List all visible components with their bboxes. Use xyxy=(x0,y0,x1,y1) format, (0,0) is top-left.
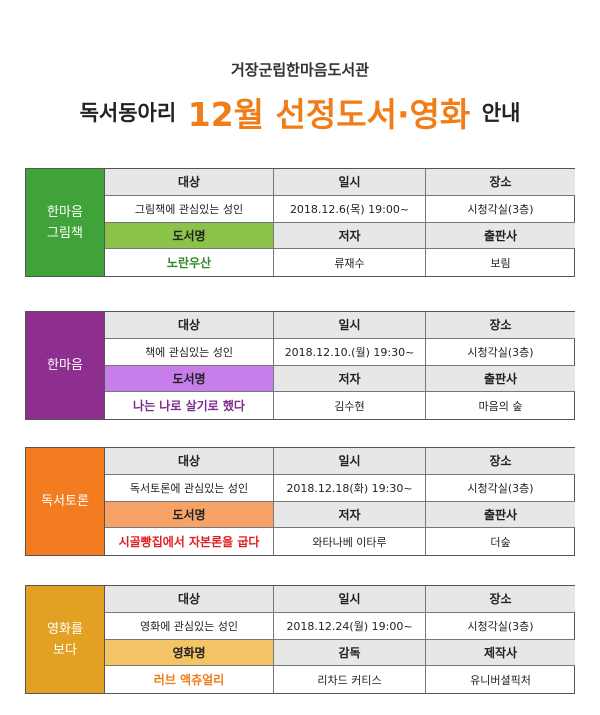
title-value: 러브 액츄얼리 xyxy=(105,666,274,693)
library-name: 거장군립한마음도서관 xyxy=(230,61,369,79)
title-highlight: 12월 선정도서·영화 xyxy=(187,95,471,134)
header-publisher: 출판사 xyxy=(426,222,575,250)
header-publisher: 출판사 xyxy=(426,365,575,393)
page-title: 독서동아리 12월 선정도서·영화 안내 xyxy=(0,88,600,136)
target-value: 독서토론에 관심있는 성인 xyxy=(105,474,274,502)
publisher-value: 더숲 xyxy=(490,535,511,549)
header-target: 대상 xyxy=(105,312,274,339)
header-publisher: 제작사 xyxy=(426,639,575,667)
header-title: 도서명 xyxy=(105,365,274,393)
author-value: 류재수 xyxy=(274,249,426,276)
target-value: 영화에 관심있는 성인 xyxy=(105,612,274,640)
author-value: 와타나베 이타루 xyxy=(274,528,426,555)
header-publisher: 출판사 xyxy=(426,501,575,529)
header-author: 저자 xyxy=(274,365,426,393)
datetime-value: 2018.12.18(화) 19:30~ xyxy=(274,474,426,502)
target-value: 책에 관심있는 성인 xyxy=(105,338,274,366)
club-name: 독서토론 xyxy=(26,448,105,555)
title-value: 노란우산 xyxy=(105,249,274,276)
header-place: 장소 xyxy=(426,586,575,613)
place-value: 시청각실(3층) xyxy=(426,613,575,640)
header-author: 저자 xyxy=(274,501,426,529)
target-value: 그림책에 관심있는 성인 xyxy=(105,195,274,223)
header-author: 저자 xyxy=(274,222,426,250)
author-value: 리차드 커티스 xyxy=(274,666,426,693)
header-title: 도서명 xyxy=(105,222,274,250)
header-author: 감독 xyxy=(274,639,426,667)
title-suffix: 안내 xyxy=(481,101,521,125)
place-value: 시청각실(3층) xyxy=(426,339,575,366)
header-datetime: 일시 xyxy=(274,448,426,475)
publisher-value: 유니버셜픽처 xyxy=(470,673,531,687)
club-name: 영화를 보다 xyxy=(26,586,105,693)
title-prefix: 독서동아리 xyxy=(79,101,177,125)
header-place: 장소 xyxy=(426,312,575,339)
header-target: 대상 xyxy=(105,448,274,475)
author-value: 김수현 xyxy=(274,392,426,419)
header-place: 장소 xyxy=(426,169,575,196)
header-place: 장소 xyxy=(426,448,575,475)
header-datetime: 일시 xyxy=(274,312,426,339)
header-datetime: 일시 xyxy=(274,586,426,613)
club-name: 한마음 그림책 xyxy=(26,169,105,276)
publisher-value: 마음의 숲 xyxy=(478,399,523,413)
datetime-value: 2018.12.6(목) 19:00~ xyxy=(274,195,426,223)
place-value: 시청각실(3층) xyxy=(426,196,575,223)
header-target: 대상 xyxy=(105,169,274,196)
datetime-value: 2018.12.24(월) 19:00~ xyxy=(274,612,426,640)
header-target: 대상 xyxy=(105,586,274,613)
publisher-value: 보림 xyxy=(490,256,511,270)
club-name: 한마음 xyxy=(26,312,105,419)
header-title: 도서명 xyxy=(105,501,274,529)
datetime-value: 2018.12.10.(월) 19:30~ xyxy=(274,338,426,366)
place-value: 시청각실(3층) xyxy=(426,475,575,502)
header-datetime: 일시 xyxy=(274,169,426,196)
title-value: 시골빵집에서 자본론을 굽다 xyxy=(105,528,274,555)
header-title: 영화명 xyxy=(105,639,274,667)
title-value: 나는 나로 살기로 했다 xyxy=(105,392,274,419)
